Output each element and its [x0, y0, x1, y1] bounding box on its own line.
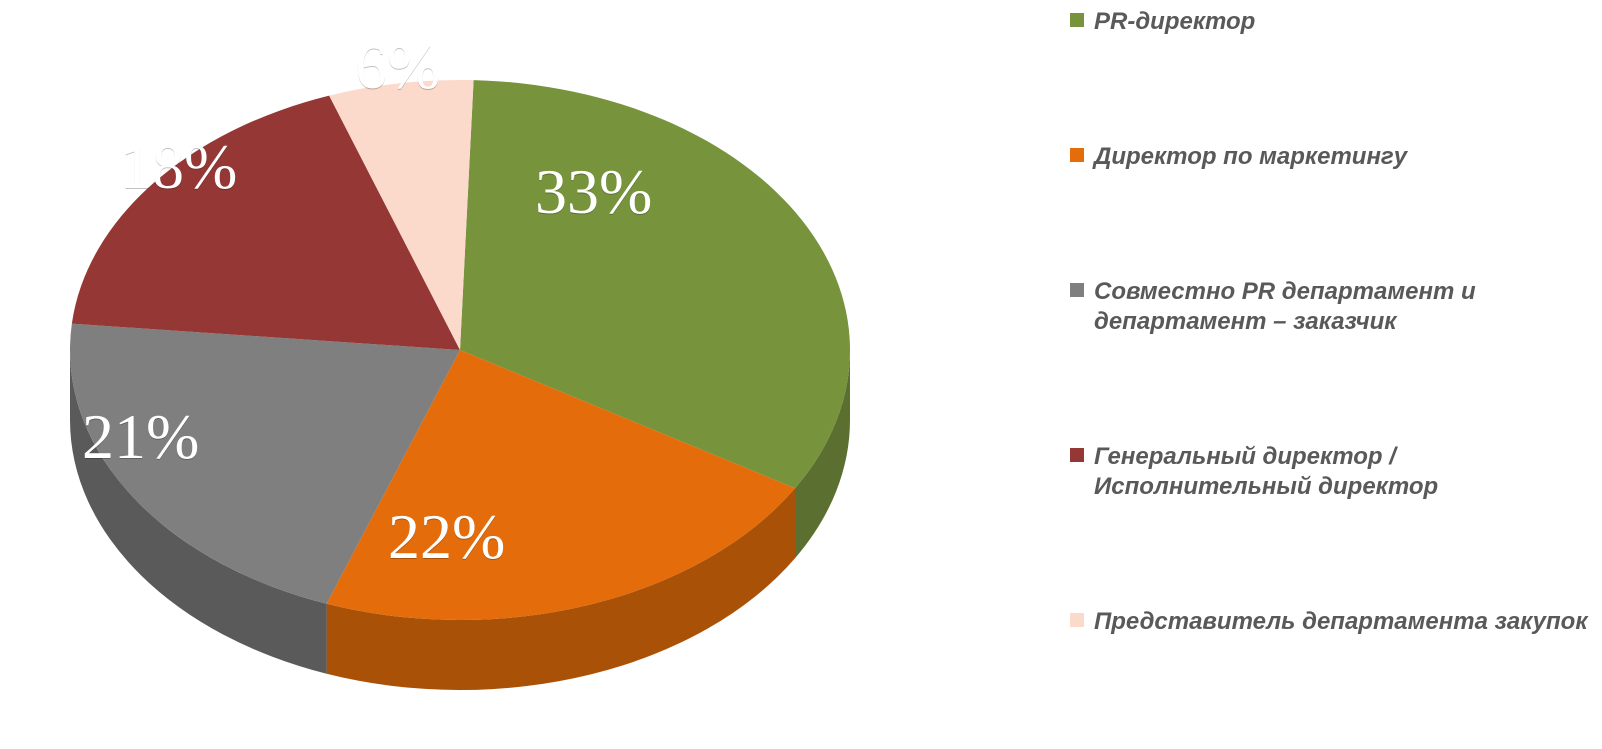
- legend-item-ceo: Генеральный директор / Исполнительный ди…: [1070, 442, 1590, 502]
- pie-chart: 33% 22% 21% 18% 6%: [0, 0, 890, 730]
- pie-label-ceo: 18%: [120, 130, 237, 204]
- legend-marker-pr_director: [1070, 13, 1084, 27]
- legend-item-joint_pr_dept: Совместно PR департамент и департамент –…: [1070, 277, 1590, 337]
- pie-label-pr_director: 33%: [535, 155, 652, 229]
- legend-marker-joint_pr_dept: [1070, 283, 1084, 297]
- legend-item-pr_director: PR-директор: [1070, 7, 1590, 37]
- legend-label: PR-директор: [1094, 7, 1255, 37]
- pie-label-joint_pr_dept: 21%: [82, 400, 199, 474]
- legend-item-procurement: Представитель департамента закупок: [1070, 607, 1590, 637]
- legend-item-marketing_dir: Директор по маркетингу: [1070, 142, 1590, 172]
- legend-label: Представитель департамента закупок: [1094, 607, 1587, 637]
- legend-marker-marketing_dir: [1070, 148, 1084, 162]
- legend: PR-директор Директор по маркетингу Совмест…: [1070, 7, 1590, 637]
- pie-label-marketing_dir: 22%: [388, 500, 505, 574]
- legend-marker-ceo: [1070, 448, 1084, 462]
- pie-label-procurement: 6%: [355, 30, 440, 104]
- legend-label: Генеральный директор / Исполнительный ди…: [1094, 442, 1590, 502]
- legend-label: Совместно PR департамент и департамент –…: [1094, 277, 1590, 337]
- legend-marker-procurement: [1070, 613, 1084, 627]
- legend-label: Директор по маркетингу: [1094, 142, 1407, 172]
- pie-chart-figure: 33% 22% 21% 18% 6% PR-директор Директор по ма…: [0, 0, 1602, 749]
